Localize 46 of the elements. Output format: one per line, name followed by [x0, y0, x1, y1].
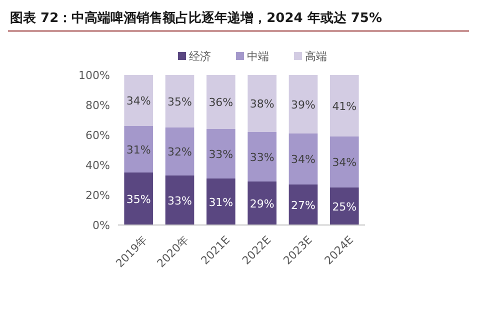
bar [248, 182, 276, 225]
bar [165, 75, 194, 128]
data-label: 34% [332, 156, 357, 169]
chart-title: 图表 72：中高端啤酒销售额占比逐年递增，2024 年或达 75% [10, 10, 382, 26]
data-label: 25% [332, 200, 357, 214]
bar [248, 132, 276, 182]
data-label: 35% [168, 95, 192, 108]
data-label: 29% [250, 197, 274, 210]
bar [288, 184, 318, 225]
y-tick-label: 0% [92, 219, 110, 232]
bar [288, 134, 318, 184]
data-label: 33% [168, 194, 192, 208]
bar [206, 75, 236, 129]
bar [165, 128, 194, 176]
bar [124, 126, 153, 172]
bar [124, 172, 153, 225]
data-label: 31% [126, 143, 151, 156]
bar [330, 188, 359, 225]
data-label: 33% [250, 150, 274, 164]
y-tick-label: 100% [78, 69, 110, 82]
data-label: 41% [332, 100, 357, 113]
data-label: 31% [208, 196, 234, 209]
legend-label: 经济 [189, 50, 211, 63]
bar [288, 75, 318, 134]
y-tick-label: 60% [86, 129, 110, 142]
y-tick-label: 20% [86, 189, 110, 202]
bar [206, 129, 236, 178]
data-label: 35% [126, 192, 151, 206]
bar [206, 178, 236, 225]
bar [124, 75, 153, 126]
y-tick-label: 40% [86, 159, 110, 172]
bar [165, 176, 194, 225]
legend-label: 中端 [247, 50, 269, 63]
data-label: 38% [250, 98, 274, 110]
bar [248, 75, 276, 132]
data-label: 34% [291, 153, 316, 166]
data-label: 33% [208, 148, 234, 161]
data-label: 39% [291, 98, 316, 112]
data-label: 27% [291, 198, 316, 212]
legend-label: 高端 [305, 50, 327, 63]
bar [330, 75, 359, 136]
y-tick-label: 80% [86, 99, 110, 112]
data-label: 34% [126, 94, 151, 108]
data-label: 36% [208, 96, 234, 109]
bar [330, 136, 359, 188]
data-label: 32% [168, 146, 192, 158]
